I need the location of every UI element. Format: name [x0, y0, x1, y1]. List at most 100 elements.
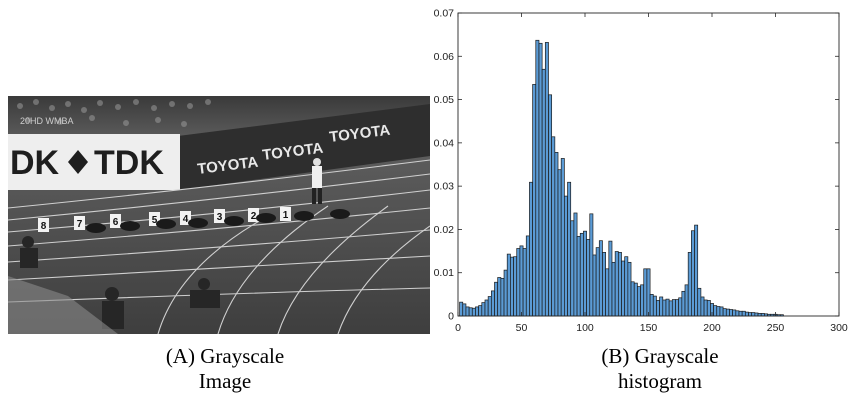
photographers	[20, 236, 220, 329]
histogram-bar	[484, 299, 489, 317]
caption-b-tag: (B)	[601, 344, 630, 368]
svg-text:3: 3	[217, 212, 223, 223]
histogram-bar	[678, 297, 683, 317]
histogram-bar	[519, 245, 524, 317]
histogram-bar	[659, 296, 664, 317]
histogram-bar	[576, 236, 581, 317]
lane-lines	[8, 159, 430, 334]
histogram-bar	[465, 306, 470, 317]
histogram-bar	[487, 296, 492, 317]
y-tick-label: 0.06	[434, 51, 455, 63]
histogram-bar	[643, 268, 648, 317]
svg-text:2: 2	[251, 211, 257, 222]
histogram-bar	[570, 220, 575, 317]
tdk-logo-icon	[68, 150, 88, 174]
scoreboard-text: 20HD WMBA	[20, 116, 74, 126]
tdk-banner-left-text: DK	[10, 144, 60, 182]
histogram-bar	[494, 281, 499, 317]
svg-text:6: 6	[113, 217, 119, 228]
caption-grayscale-histogram: (B) Grayscale histogram	[545, 344, 775, 394]
y-tick-label: 0.05	[434, 94, 455, 106]
histogram-bar	[700, 296, 705, 317]
histogram-bar	[716, 306, 721, 317]
histogram-bar	[560, 158, 565, 317]
histogram-bar	[744, 311, 749, 317]
histogram-bar	[675, 299, 680, 317]
histogram-bar	[551, 136, 556, 317]
histogram-bar	[532, 84, 537, 317]
histogram-bar	[608, 240, 613, 317]
x-tick-label: 300	[830, 322, 848, 334]
svg-text:8: 8	[41, 221, 47, 232]
histogram-bar	[735, 310, 740, 317]
histogram-bar	[671, 299, 676, 317]
x-axis-ticks: 0 50 100 150 200 250 300	[455, 13, 848, 334]
histogram-bar	[506, 253, 511, 317]
histogram-bar	[665, 298, 670, 317]
histogram-bar	[554, 152, 559, 317]
x-tick-label: 50	[516, 322, 528, 334]
histogram-bar	[573, 212, 578, 317]
histogram-bar	[722, 308, 727, 317]
histogram-bar	[541, 68, 546, 317]
tdk-banner	[8, 134, 180, 190]
histogram-bar	[605, 268, 610, 317]
histogram-bar	[510, 256, 514, 317]
histogram-bar	[589, 213, 594, 317]
histogram-bar	[586, 239, 591, 317]
histogram-bar	[662, 299, 667, 317]
histogram-bar	[475, 306, 479, 317]
svg-text:4: 4	[183, 214, 189, 225]
starter-official	[312, 158, 322, 204]
histogram-bar	[691, 230, 695, 317]
histogram-bar	[681, 290, 686, 317]
histogram-bar	[703, 299, 708, 317]
x-tick-label: 0	[455, 322, 461, 334]
histogram-bar	[459, 301, 464, 317]
histogram-bar	[579, 232, 584, 317]
histogram-bar	[640, 284, 645, 317]
histogram-bar	[595, 247, 600, 317]
foreground-railing	[8, 276, 118, 334]
caption-a-tag: (A)	[165, 344, 195, 368]
caption-a-line2: Image	[198, 369, 252, 393]
histogram-bar	[646, 268, 651, 317]
histogram-bar	[630, 281, 635, 317]
histogram-bar	[687, 252, 692, 317]
caption-b-line2: histogram	[618, 369, 702, 393]
caption-a-line1: Grayscale	[200, 344, 285, 368]
histogram-bar	[694, 224, 699, 317]
histogram-bar	[522, 248, 527, 317]
y-axis-ticks: 0 0.01 0.02 0.03 0.04 0.05 0.06 0.07	[434, 8, 839, 323]
y-tick-label: 0.02	[434, 224, 455, 236]
histogram-bar	[503, 269, 508, 317]
x-tick-label: 200	[703, 322, 721, 334]
histogram-bar	[719, 306, 724, 317]
svg-text:7: 7	[77, 219, 83, 230]
histogram-bar	[729, 309, 733, 317]
x-tick-label: 150	[640, 322, 658, 334]
histogram-bar	[497, 277, 502, 317]
histogram-bar	[525, 235, 530, 317]
histogram-bar	[624, 256, 629, 317]
svg-text:1: 1	[283, 210, 289, 221]
histogram-bar	[614, 251, 619, 317]
histogram-bar	[617, 252, 622, 317]
histogram-bar	[627, 261, 632, 317]
histogram-bar	[656, 300, 660, 317]
histogram-bar	[592, 254, 597, 317]
caption-grayscale-image: (A) Grayscale Image	[110, 344, 340, 394]
histogram-bar	[529, 181, 533, 317]
histogram-bar	[564, 195, 568, 317]
histogram-bar	[513, 256, 518, 317]
x-tick-label: 250	[767, 322, 785, 334]
histogram-bar	[697, 287, 702, 317]
histogram-bar	[478, 305, 483, 317]
histogram-bar	[652, 295, 657, 317]
histogram-bar	[481, 302, 486, 317]
caption-b-line1: Grayscale	[634, 344, 719, 368]
histogram-bar	[748, 312, 753, 317]
histogram-bar	[490, 290, 495, 317]
histogram-bar	[535, 39, 540, 317]
histogram-bar	[621, 260, 626, 317]
